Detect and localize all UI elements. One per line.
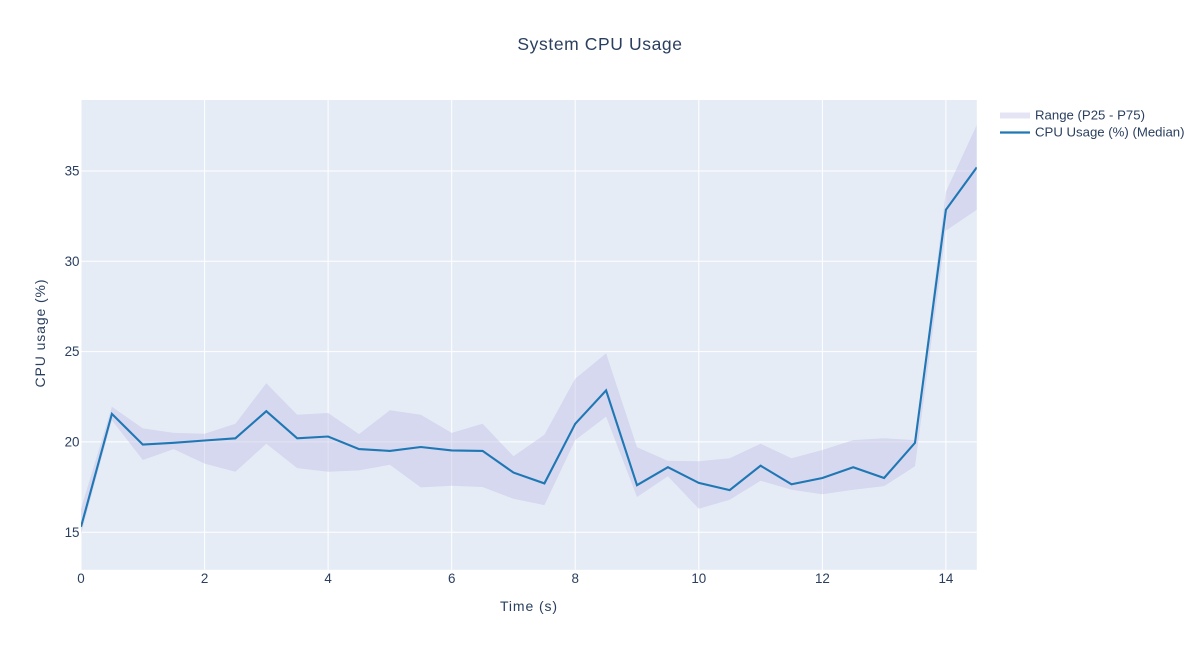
svg-text:25: 25 xyxy=(65,344,80,359)
svg-text:4: 4 xyxy=(324,571,332,586)
svg-text:20: 20 xyxy=(65,435,80,450)
svg-text:30: 30 xyxy=(65,254,80,269)
svg-text:CPU usage (%): CPU usage (%) xyxy=(32,279,48,388)
svg-text:35: 35 xyxy=(65,164,80,179)
svg-text:Range (P25 - P75): Range (P25 - P75) xyxy=(1035,108,1145,123)
svg-text:0: 0 xyxy=(77,571,84,586)
svg-text:CPU Usage (%) (Median): CPU Usage (%) (Median) xyxy=(1035,125,1185,140)
svg-text:6: 6 xyxy=(448,571,455,586)
svg-text:System CPU Usage: System CPU Usage xyxy=(517,34,682,54)
svg-text:2: 2 xyxy=(201,571,208,586)
svg-text:15: 15 xyxy=(65,525,80,540)
svg-text:14: 14 xyxy=(938,571,953,586)
svg-text:10: 10 xyxy=(691,571,706,586)
svg-text:Time (s): Time (s) xyxy=(500,598,558,614)
svg-text:8: 8 xyxy=(571,571,578,586)
svg-text:12: 12 xyxy=(815,571,830,586)
